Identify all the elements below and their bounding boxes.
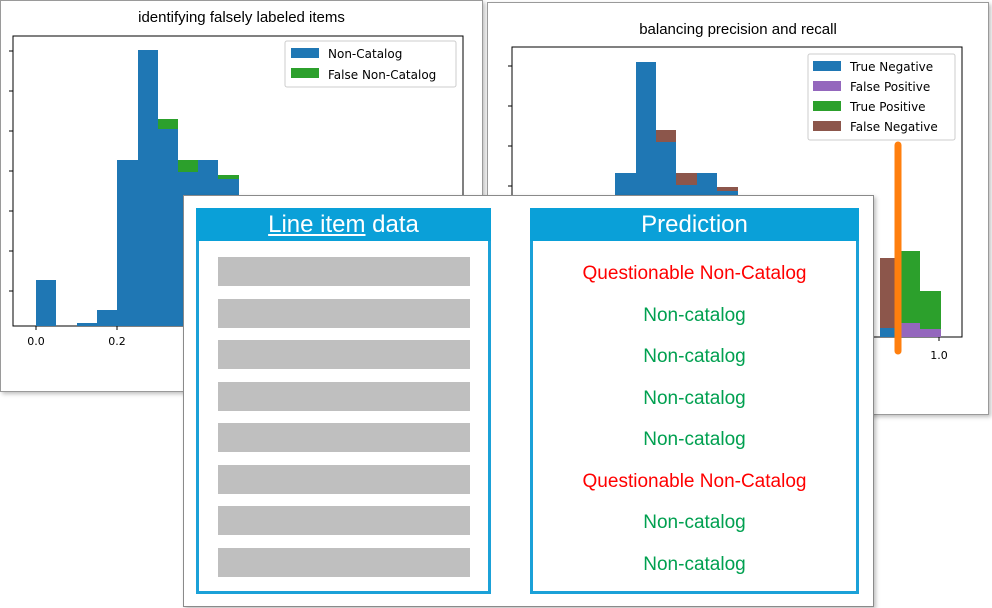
right-x-tick-label: 1.0 [930, 349, 948, 362]
left-chart-title: identifying falsely labeled items [138, 9, 345, 26]
bar-non-catalog [138, 50, 158, 326]
bar-non-catalog [77, 323, 97, 326]
overlay-card: Line item data Prediction Questionable N… [183, 195, 874, 607]
line-item-row [218, 340, 470, 369]
prediction-row: Non-catalog [643, 554, 746, 575]
bar-true-positive [900, 251, 920, 323]
right-legend-box [807, 53, 956, 141]
bar-false-positive [900, 323, 920, 337]
line-item-row [218, 506, 470, 535]
bar-non-catalog [97, 310, 117, 326]
prediction-row: Non-catalog [643, 388, 746, 409]
prediction-row: Non-catalog [643, 305, 746, 326]
legend-swatch-true-positive [813, 101, 841, 111]
bar-false-negative [676, 173, 697, 185]
legend-label-false-negative: False Negative [850, 120, 938, 134]
bar-false-non-catalog [178, 160, 198, 172]
line-item-heading: Line item data [196, 208, 491, 241]
bar-false-positive [920, 329, 941, 337]
left-legend-box [284, 40, 457, 88]
bar-true-negative [880, 328, 900, 337]
line-item-row [218, 465, 470, 494]
prediction-heading: Prediction [530, 208, 859, 241]
left-y-ticks [9, 50, 13, 292]
bar-non-catalog [117, 160, 138, 326]
prediction-row: Non-catalog [643, 512, 746, 533]
bar-non-catalog [158, 129, 178, 326]
legend-label-false-non-catalog: False Non-Catalog [328, 68, 436, 82]
prediction-row: Questionable Non-Catalog [582, 263, 807, 284]
right-y-ticks [508, 65, 512, 187]
right-chart-title: balancing precision and recall [639, 21, 837, 38]
bar-false-non-catalog [218, 175, 239, 179]
line-item-panel: Line item data [196, 208, 491, 594]
legend-swatch-false-negative [813, 121, 841, 131]
bar-non-catalog [36, 280, 56, 326]
legend-swatch-non-catalog [291, 48, 319, 58]
legend-swatch-false-positive [813, 81, 841, 91]
legend-swatch-true-negative [813, 61, 841, 71]
bar-false-negative [656, 130, 676, 142]
prediction-row: Non-catalog [643, 346, 746, 367]
left-x-tick-label: 0.0 [27, 335, 45, 348]
legend-label-true-negative: True Negative [849, 60, 933, 74]
prediction-row: Questionable Non-Catalog [582, 471, 807, 492]
line-item-row [218, 299, 470, 328]
line-item-row [218, 423, 470, 452]
line-item-row [218, 382, 470, 411]
line-item-row [218, 548, 470, 577]
left-legend: Non-Catalog False Non-Catalog [284, 40, 457, 88]
left-x-tick-label: 0.2 [108, 335, 126, 348]
line-item-row [218, 257, 470, 286]
legend-label-non-catalog: Non-Catalog [328, 47, 402, 61]
right-legend: True Negative False Positive True Positi… [807, 53, 956, 141]
line-item-heading-link[interactable]: Line item [268, 211, 366, 238]
bar-true-positive [920, 291, 941, 329]
line-item-heading-rest: data [365, 211, 419, 238]
bar-false-non-catalog [158, 119, 178, 129]
legend-label-false-positive: False Positive [850, 80, 930, 94]
prediction-row: Non-catalog [643, 429, 746, 450]
legend-swatch-false-non-catalog [291, 68, 319, 78]
bar-false-negative [717, 187, 738, 191]
legend-label-true-positive: True Positive [849, 100, 926, 114]
prediction-panel: Prediction Questionable Non-Catalog Non-… [530, 208, 859, 594]
